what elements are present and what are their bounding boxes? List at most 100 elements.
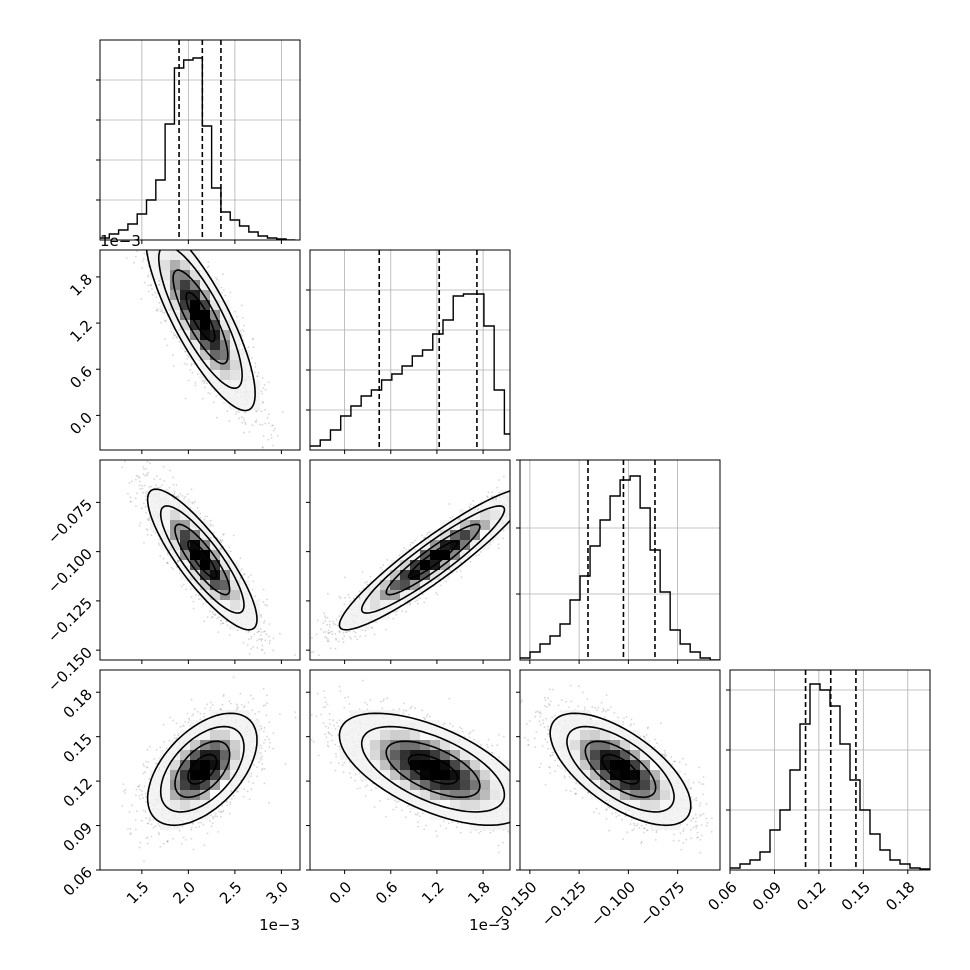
sample-point xyxy=(222,273,224,276)
contour-line xyxy=(158,250,243,389)
sample-point xyxy=(220,619,223,622)
density-cell xyxy=(190,260,200,270)
sample-point xyxy=(203,620,206,623)
sample-point xyxy=(146,533,149,536)
sample-point xyxy=(260,638,262,640)
sample-point xyxy=(150,284,152,287)
sample-point xyxy=(247,630,250,633)
sample-point xyxy=(148,247,150,249)
sample-point xyxy=(145,473,148,476)
sample-point xyxy=(261,446,264,448)
sample-point xyxy=(268,413,270,415)
sample-point xyxy=(216,617,219,620)
sample-point xyxy=(128,482,131,484)
sample-point xyxy=(259,423,261,426)
density-cell xyxy=(230,400,240,410)
density-cell xyxy=(200,370,210,380)
sample-point xyxy=(147,252,150,255)
sample-point xyxy=(218,616,220,618)
sample-point xyxy=(234,413,237,415)
sample-point xyxy=(164,338,166,340)
sample-point xyxy=(142,502,145,505)
sample-point xyxy=(163,480,166,482)
sample-point xyxy=(154,243,156,245)
sample-point xyxy=(221,622,224,625)
sample-point xyxy=(157,542,160,544)
sample-point xyxy=(192,502,195,505)
sample-point xyxy=(229,291,232,294)
sample-point xyxy=(263,621,265,624)
sample-point xyxy=(129,496,132,499)
sample-point xyxy=(256,646,259,649)
sample-point xyxy=(175,244,177,246)
sample-point xyxy=(137,476,140,479)
sample-point xyxy=(247,631,250,633)
sample-point xyxy=(212,531,215,534)
sample-point xyxy=(176,248,178,250)
sample-point xyxy=(268,642,271,645)
density-cell xyxy=(180,260,190,270)
density-cell xyxy=(170,290,180,300)
sample-point xyxy=(162,465,165,468)
sample-point xyxy=(136,492,138,495)
sample-point xyxy=(145,511,148,514)
sample-point xyxy=(253,371,256,374)
sample-point xyxy=(272,429,275,432)
density-cell xyxy=(200,310,210,320)
sample-point xyxy=(261,446,264,449)
sample-point xyxy=(177,561,180,563)
sample-point xyxy=(202,603,205,605)
sample-point xyxy=(175,495,178,498)
density-cell xyxy=(210,380,220,390)
sample-point xyxy=(244,411,247,414)
sample-point xyxy=(255,410,257,412)
sample-point xyxy=(182,242,184,244)
sample-point xyxy=(168,486,171,489)
sample-point xyxy=(158,243,160,245)
sample-point xyxy=(262,435,265,438)
sample-point xyxy=(263,630,265,633)
sample-point xyxy=(194,500,196,503)
sample-point xyxy=(244,421,247,424)
sample-point xyxy=(257,371,260,374)
sample-point xyxy=(147,274,150,276)
sample-point xyxy=(266,416,269,419)
sample-point xyxy=(222,622,225,625)
sample-point xyxy=(242,417,245,419)
sample-point xyxy=(162,557,165,560)
sample-point xyxy=(251,337,254,340)
sample-point xyxy=(185,588,187,591)
sample-point xyxy=(263,620,266,622)
sample-point xyxy=(155,475,158,477)
sample-point xyxy=(193,246,195,248)
sample-point xyxy=(209,610,212,613)
sample-point xyxy=(143,542,145,544)
sample-point xyxy=(153,246,155,248)
panel-frame xyxy=(99,39,301,241)
sample-point xyxy=(256,410,258,413)
sample-point xyxy=(189,369,192,371)
sample-point xyxy=(281,411,284,413)
histogram-panel-1 xyxy=(306,249,511,454)
sample-point xyxy=(175,484,178,486)
sample-point xyxy=(260,390,263,392)
sample-point xyxy=(190,488,193,491)
sample-point xyxy=(219,619,222,622)
sample-point xyxy=(170,330,173,333)
sample-point xyxy=(166,562,169,564)
sample-point xyxy=(150,534,153,537)
density-cell xyxy=(240,380,250,390)
density-cell xyxy=(190,300,200,310)
sample-point xyxy=(147,290,150,293)
sample-point xyxy=(179,492,182,495)
sample-point xyxy=(229,318,232,321)
density-cell xyxy=(220,340,230,350)
sample-point xyxy=(267,381,270,383)
sample-point xyxy=(254,365,257,368)
sample-point xyxy=(214,614,217,616)
sample-point xyxy=(139,480,141,483)
sample-point xyxy=(166,344,169,347)
sample-point xyxy=(143,252,146,255)
sample-point xyxy=(135,255,137,258)
sample-point xyxy=(171,245,173,247)
